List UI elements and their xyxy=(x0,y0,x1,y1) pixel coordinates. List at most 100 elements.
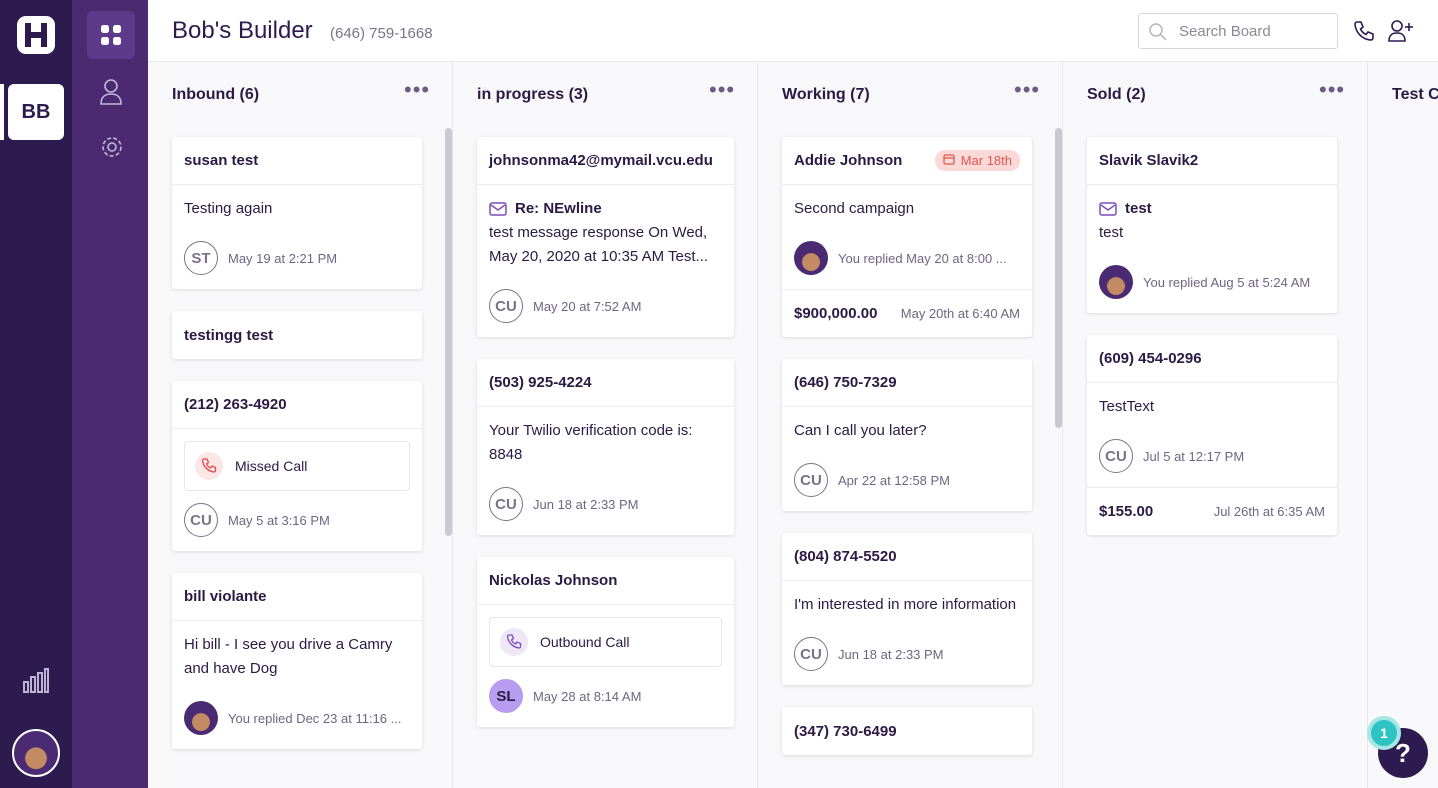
card-header: Nickolas Johnson xyxy=(477,557,734,605)
activity-time: You replied Aug 5 at 5:24 AM xyxy=(1143,274,1311,290)
activity: You replied May 20 at 8:00 ... xyxy=(794,241,1020,275)
activity: CU Jun 18 at 2:33 PM xyxy=(794,637,1020,671)
column-title: Test C xyxy=(1392,86,1438,103)
contact-name: susan test xyxy=(184,152,259,169)
column-title: in progress (3) xyxy=(477,86,589,103)
card[interactable]: (347) 730-6499 xyxy=(782,707,1032,755)
email-icon xyxy=(489,202,507,216)
board-nav[interactable] xyxy=(87,11,135,59)
card[interactable]: bill violante Hi bill - I see you drive a… xyxy=(172,573,422,749)
contact-name: (646) 750-7329 xyxy=(794,374,897,391)
card-body: Testing again ST May 19 at 2:21 PM xyxy=(172,185,422,289)
search-placeholder: Search Board xyxy=(1179,23,1271,40)
column-menu[interactable]: ••• xyxy=(404,77,431,102)
logo[interactable] xyxy=(16,15,56,55)
deal-row: $155.00 Jul 26th at 6:35 AM xyxy=(1087,487,1337,535)
card-header: (503) 925-4224 xyxy=(477,359,734,407)
card-body: TestText CU Jul 5 at 12:17 PM xyxy=(1087,383,1337,487)
user-avatar[interactable] xyxy=(12,729,60,777)
card-body: I'm interested in more information CU Jun … xyxy=(782,581,1032,685)
activity: ST May 19 at 2:21 PM xyxy=(184,241,410,275)
card[interactable]: (609) 454-0296 TestText CU Jul 5 at 12:17 P… xyxy=(1087,335,1337,535)
activity-time: Jun 18 at 2:33 PM xyxy=(838,646,944,662)
call-label: Missed Call xyxy=(235,458,308,474)
card-list: susan test Testing again ST May 19 at 2:21 … xyxy=(172,137,422,771)
column-menu[interactable]: ••• xyxy=(1319,77,1346,102)
message-preview: Hi bill - I see you drive a Camry and ha… xyxy=(184,636,393,677)
board: Inbound (6) ••• susan test Testing again ST M… xyxy=(148,63,1438,788)
contact-name: bill violante xyxy=(184,588,267,605)
date-tag-text: Mar 18th xyxy=(960,153,1012,168)
card[interactable]: susan test Testing again ST May 19 at 2:21 … xyxy=(172,137,422,289)
column: Sold (2) ••• Slavik Slavik2 test test You rep… xyxy=(1063,63,1368,788)
contact-name: Slavik Slavik2 xyxy=(1099,152,1199,169)
call-icon xyxy=(500,628,528,656)
call-log: Missed Call xyxy=(184,441,410,491)
card-header: (609) 454-0296 xyxy=(1087,335,1337,383)
settings-icon[interactable] xyxy=(100,135,124,159)
card-body: Outbound Call SL May 28 at 8:14 AM xyxy=(477,605,734,727)
card[interactable]: testingg test xyxy=(172,311,422,359)
avatar-photo xyxy=(1099,265,1133,299)
card-body: Missed Call CU May 5 at 3:16 PM xyxy=(172,429,422,551)
subject-text: Re: NEwline xyxy=(515,200,602,217)
card[interactable]: (212) 263-4920 Missed Call CU May 5 at 3:16… xyxy=(172,381,422,551)
avatar: ST xyxy=(184,241,218,275)
column-title: Sold (2) xyxy=(1087,86,1146,103)
add-contact-button[interactable] xyxy=(1388,19,1414,43)
card-header: (347) 730-6499 xyxy=(782,707,1032,755)
contacts-icon[interactable] xyxy=(99,78,123,106)
card-list: Slavik Slavik2 test test You replied Aug 5 … xyxy=(1087,137,1337,557)
card-list: johnsonma42@mymail.vcu.edu Re: NEwline tes… xyxy=(477,137,734,749)
card[interactable]: johnsonma42@mymail.vcu.edu Re: NEwline tes… xyxy=(477,137,734,337)
activity-time: May 20 at 7:52 AM xyxy=(533,298,642,314)
board-phone: (646) 759-1668 xyxy=(330,25,433,42)
card-header: (646) 750-7329 xyxy=(782,359,1032,407)
contact-name: (804) 874-5520 xyxy=(794,548,897,565)
activity: CU Jun 18 at 2:33 PM xyxy=(489,487,722,521)
activity-time: Apr 22 at 12:58 PM xyxy=(838,472,951,488)
email-icon xyxy=(1099,202,1117,216)
search-box[interactable]: Search Board xyxy=(1138,13,1338,49)
message-preview: Your Twilio verification code is: 8848 xyxy=(489,422,693,463)
board-title: Bob's Builder xyxy=(172,17,313,44)
date-tag: Mar 18th xyxy=(934,150,1020,171)
column-menu[interactable]: ••• xyxy=(1014,77,1041,102)
avatar: CU xyxy=(1099,439,1133,473)
avatar: CU xyxy=(489,487,523,521)
message-preview: test message response On Wed, May 20, 20… xyxy=(489,224,709,265)
call-button[interactable] xyxy=(1353,20,1375,42)
active-indicator xyxy=(0,84,4,140)
card[interactable]: Nickolas Johnson Outbound Call SL May 28 at… xyxy=(477,557,734,727)
card[interactable]: (804) 874-5520 I'm interested in more inf… xyxy=(782,533,1032,685)
email-subject: test xyxy=(1099,197,1325,221)
column: Inbound (6) ••• susan test Testing again ST M… xyxy=(148,63,453,788)
column: in progress (3) ••• johnsonma42@mymail.vcu… xyxy=(453,63,758,788)
workspace-badge[interactable]: BB xyxy=(8,84,64,140)
activity-time: May 19 at 2:21 PM xyxy=(228,250,338,266)
call-label: Outbound Call xyxy=(540,634,630,650)
card-body: test test You replied Aug 5 at 5:24 AM xyxy=(1087,185,1337,313)
scrollbar[interactable] xyxy=(445,128,452,536)
phone-icon xyxy=(201,458,217,473)
call-icon xyxy=(195,452,223,480)
card[interactable]: (503) 925-4224 Your Twilio verification c… xyxy=(477,359,734,535)
message-preview: I'm interested in more information xyxy=(794,596,1017,613)
card[interactable]: (646) 750-7329 Can I call you later? CU Apr… xyxy=(782,359,1032,511)
activity: You replied Aug 5 at 5:24 AM xyxy=(1099,265,1325,299)
card[interactable]: Slavik Slavik2 test test You replied Aug 5 … xyxy=(1087,137,1337,313)
top-bar: Bob's Builder (646) 759-1668 Search Boar… xyxy=(148,0,1438,62)
card[interactable]: Addie Johnson Mar 18th Second campaign You … xyxy=(782,137,1032,337)
reports-icon[interactable] xyxy=(23,668,49,694)
activity-time: You replied May 20 at 8:00 ... xyxy=(838,250,1007,266)
activity: SL May 28 at 8:14 AM xyxy=(489,679,722,713)
column-menu[interactable]: ••• xyxy=(709,77,736,102)
card-header: Addie Johnson Mar 18th xyxy=(782,137,1032,185)
column-title: Inbound (6) xyxy=(172,86,260,103)
scrollbar[interactable] xyxy=(1055,128,1062,428)
phone-icon xyxy=(506,634,522,649)
message-preview: Second campaign xyxy=(794,200,915,217)
avatar: CU xyxy=(794,463,828,497)
contact-name: Addie Johnson xyxy=(794,152,903,169)
